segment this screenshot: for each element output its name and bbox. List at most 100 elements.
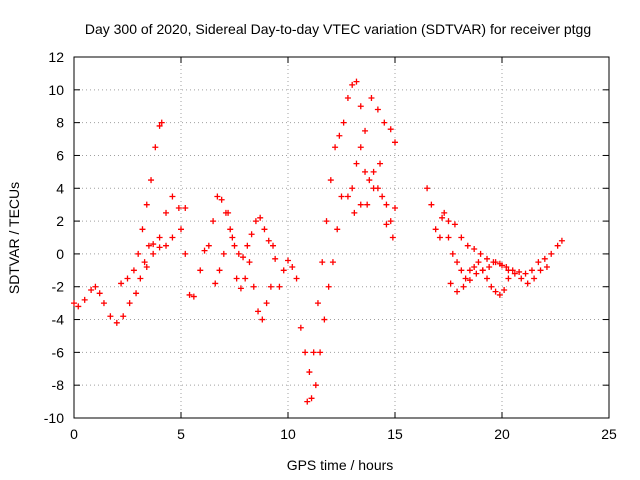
data-point: [454, 259, 461, 266]
data-point: [387, 126, 394, 133]
data-point: [392, 139, 398, 146]
data-point: [186, 291, 193, 298]
data-point: [201, 247, 208, 254]
data-point: [150, 241, 157, 248]
data-point: [242, 275, 249, 282]
series-upper_5h: [143, 193, 189, 271]
data-point: [220, 250, 227, 257]
series-peak_13h: [340, 78, 369, 134]
data-point: [293, 275, 300, 282]
data-point: [466, 277, 473, 284]
data-point: [261, 226, 268, 233]
data-point: [374, 106, 381, 113]
data-point: [329, 259, 336, 266]
data-point: [488, 283, 495, 290]
data-point: [366, 177, 373, 184]
data-point: [319, 259, 326, 266]
data-point: [265, 237, 272, 244]
data-point: [383, 221, 390, 228]
y-tick-label: 10: [48, 82, 64, 98]
data-point: [182, 204, 189, 211]
data-point: [126, 300, 133, 307]
data-point: [445, 218, 452, 225]
data-point: [535, 259, 542, 266]
grid-lines: [74, 57, 609, 418]
data-point: [197, 267, 204, 274]
data-point: [428, 201, 435, 208]
data-point: [460, 283, 467, 290]
data-point: [454, 288, 461, 295]
data-point: [338, 193, 345, 200]
data-point: [332, 144, 339, 151]
data-point: [314, 300, 321, 307]
data-point: [424, 185, 431, 192]
data-point: [349, 81, 356, 88]
data-point: [436, 234, 443, 241]
data-point: [471, 245, 478, 252]
data-point: [169, 193, 176, 200]
data-point: [340, 119, 347, 126]
data-point: [88, 287, 95, 294]
data-point: [304, 398, 311, 405]
data-point: [496, 291, 503, 298]
x-axis-label: GPS time / hours: [287, 457, 394, 473]
data-point: [143, 264, 150, 271]
data-point: [389, 234, 396, 241]
data-point: [368, 95, 375, 102]
data-point: [227, 226, 234, 233]
series-main_track: [71, 226, 197, 326]
x-tick-label: 5: [177, 426, 185, 442]
data-point: [381, 119, 388, 126]
data-point: [516, 268, 523, 275]
data-point: [432, 226, 439, 233]
y-tick-label: -2: [52, 279, 65, 295]
data-point: [257, 214, 264, 221]
data-point: [503, 264, 510, 271]
data-point: [499, 262, 505, 269]
data-point: [447, 280, 454, 287]
data-point: [212, 280, 219, 287]
data-point: [156, 122, 163, 129]
data-point: [272, 255, 279, 262]
data-point: [543, 264, 550, 271]
data-point: [484, 275, 491, 282]
y-tick-label: 12: [48, 49, 64, 65]
data-point: [280, 267, 287, 274]
data-point: [285, 257, 291, 264]
data-point: [357, 144, 364, 151]
data-point: [310, 349, 317, 356]
data-point: [75, 303, 82, 310]
data-point: [477, 250, 484, 257]
data-point: [334, 226, 341, 233]
data-point: [558, 237, 565, 244]
data-point: [392, 204, 398, 211]
data-point: [175, 204, 182, 211]
data-point: [135, 250, 142, 257]
data-point: [148, 177, 155, 184]
data-point: [466, 267, 473, 274]
data-point: [133, 290, 140, 297]
data-point: [267, 283, 274, 290]
series-cluster_6_9h: [197, 193, 277, 274]
y-tick-label: -6: [52, 344, 65, 360]
data-point: [250, 283, 257, 290]
data-point: [321, 316, 328, 323]
data-point: [387, 218, 394, 225]
data-point: [439, 214, 446, 221]
data-point: [449, 250, 456, 257]
data-point: [120, 313, 127, 320]
data-point: [349, 185, 356, 192]
data-point: [306, 369, 313, 376]
data-point: [137, 275, 144, 282]
data-point: [451, 221, 458, 228]
data-point: [370, 168, 377, 175]
data-point: [107, 313, 114, 320]
data-point: [492, 259, 499, 266]
data-point: [445, 234, 452, 241]
data-point: [464, 242, 471, 249]
data-point: [325, 283, 332, 290]
data-point: [383, 201, 390, 208]
x-axis-tick-labels: 0 5 10 15 20 25: [70, 426, 617, 442]
data-point: [156, 244, 163, 251]
